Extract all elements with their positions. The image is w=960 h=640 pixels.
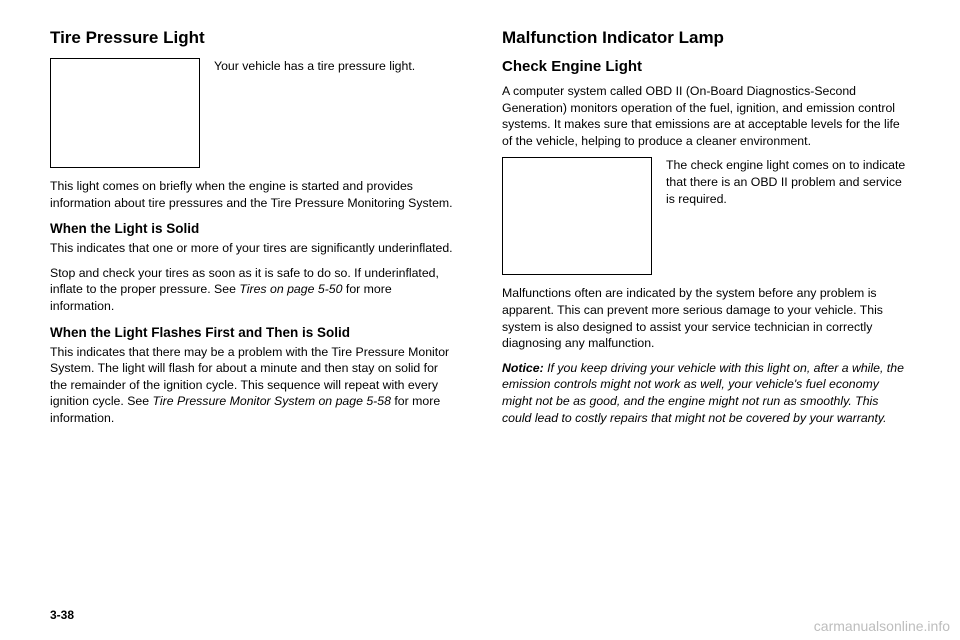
when-flash-p1: This indicates that there may be a probl…: [50, 344, 458, 427]
when-solid-p2: Stop and check your tires as soon as it …: [50, 265, 458, 315]
when-solid-title: When the Light is Solid: [50, 221, 458, 236]
tire-icon-caption: Your vehicle has a tire pressure light.: [214, 58, 458, 75]
tire-pressure-title: Tire Pressure Light: [50, 28, 458, 48]
obd-intro: A computer system called OBD II (On-Boar…: [502, 83, 910, 149]
page-number: 3-38: [50, 608, 74, 622]
notice-label: Notice:: [502, 361, 544, 375]
when-solid-p1: This indicates that one or more of your …: [50, 240, 458, 257]
notice-p: Notice: If you keep driving your vehicle…: [502, 360, 910, 426]
notice-body-text: If you keep driving your vehicle with th…: [502, 361, 904, 425]
tire-intro: This light comes on briefly when the eng…: [50, 178, 458, 211]
tire-icon-row: Your vehicle has a tire pressure light.: [50, 58, 458, 168]
left-column: Tire Pressure Light Your vehicle has a t…: [50, 28, 458, 600]
watermark: carmanualsonline.info: [814, 618, 950, 634]
ref-tpms: Tire Pressure Monitor System on page 5-5…: [153, 394, 391, 408]
tire-pressure-icon: [50, 58, 200, 168]
right-column: Malfunction Indicator Lamp Check Engine …: [502, 28, 910, 600]
check-engine-icon-row: The check engine light comes on to indic…: [502, 157, 910, 275]
when-flash-title: When the Light Flashes First and Then is…: [50, 325, 458, 340]
manual-page: Tire Pressure Light Your vehicle has a t…: [0, 0, 960, 640]
check-engine-caption: The check engine light comes on to indic…: [666, 157, 910, 207]
check-engine-title: Check Engine Light: [502, 58, 910, 75]
check-engine-icon: [502, 157, 652, 275]
mil-title: Malfunction Indicator Lamp: [502, 28, 910, 48]
malfunction-p: Malfunctions often are indicated by the …: [502, 285, 910, 351]
ref-tires: Tires on page 5-50: [239, 282, 342, 296]
